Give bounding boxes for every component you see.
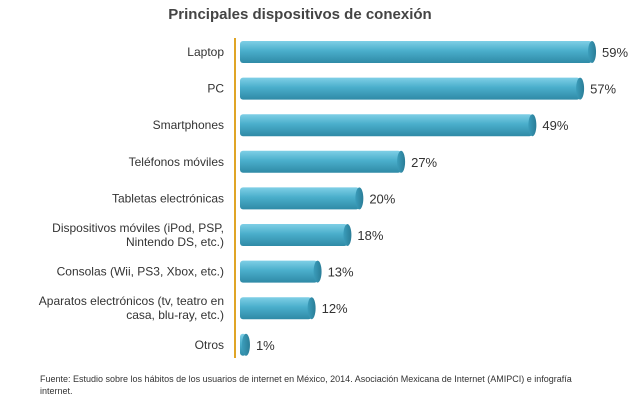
bar-body-5	[240, 224, 347, 246]
category-label-7: Aparatos electrónicos (tv, teatro en casa…	[39, 294, 224, 322]
category-label-1: PC	[207, 82, 224, 96]
source-note: Fuente: Estudio sobre los hábitos de los…	[40, 373, 600, 397]
value-label-8: 1%	[256, 338, 275, 353]
category-label-6: Consolas (Wii, PS3, Xbox, etc.)	[57, 265, 224, 279]
value-label-1: 57%	[590, 82, 616, 97]
bar-3	[240, 151, 405, 173]
bar-body-2	[240, 114, 532, 136]
category-label-3: Teléfonos móviles	[129, 155, 224, 169]
bar-body-3	[240, 151, 401, 173]
bar-cap-5	[343, 224, 351, 246]
bar-8	[240, 334, 250, 356]
bar-cap-6	[314, 261, 322, 283]
bar-chart: Laptop PC Smartphones Teléfonos móviles Tabl…	[0, 0, 640, 370]
bar-cap-4	[355, 187, 363, 209]
bar-7	[240, 297, 316, 319]
value-label-4: 20%	[369, 191, 395, 206]
bar-cap-7	[308, 297, 316, 319]
value-label-2: 49%	[542, 118, 568, 133]
bar-cap-2	[528, 114, 536, 136]
value-label-5: 18%	[357, 228, 383, 243]
category-label-8: Otros	[195, 338, 224, 352]
bar-body-7	[240, 297, 312, 319]
bar-cap-8	[242, 334, 250, 356]
bar-cap-0	[588, 41, 596, 63]
value-label-6: 13%	[328, 265, 354, 280]
category-label-2: Smartphones	[153, 118, 224, 132]
value-label-3: 27%	[411, 155, 437, 170]
bar-body-1	[240, 78, 580, 100]
bar-0	[240, 41, 596, 63]
category-label-0: Laptop	[187, 45, 224, 59]
value-label-0: 59%	[602, 45, 628, 60]
bar-body-0	[240, 41, 592, 63]
category-label-4: Tabletas electrónicas	[112, 191, 224, 205]
bar-cap-1	[576, 78, 584, 100]
bar-body-4	[240, 187, 359, 209]
bar-6	[240, 261, 322, 283]
bar-cap-3	[397, 151, 405, 173]
bar-4	[240, 187, 363, 209]
bar-body-6	[240, 261, 318, 283]
category-label-5: Dispositivos móviles (iPod, PSP, Nintendo…	[52, 221, 224, 249]
bar-5	[240, 224, 351, 246]
bar-1	[240, 78, 584, 100]
bar-2	[240, 114, 536, 136]
value-label-7: 12%	[322, 301, 348, 316]
